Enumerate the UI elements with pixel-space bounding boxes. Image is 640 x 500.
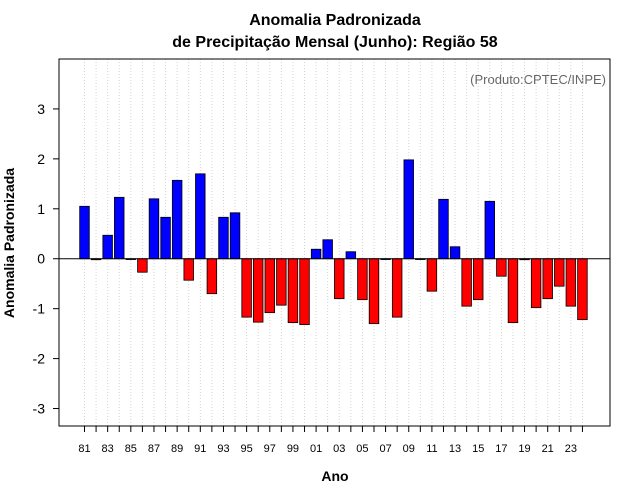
x-tick-label: 01 — [310, 443, 322, 455]
bar-96 — [252, 258, 264, 323]
bar-02 — [322, 239, 333, 260]
bar-12 — [438, 198, 449, 260]
bar-98 — [276, 258, 287, 306]
bar-23 — [565, 258, 577, 307]
y-axis: -3 -2 -1 0 1 2 3 — [33, 101, 59, 417]
bar-09 — [403, 159, 414, 260]
bars — [79, 159, 588, 326]
bar-89 — [171, 179, 183, 260]
gridlines — [84, 59, 583, 426]
bar-81 — [79, 205, 90, 260]
x-tick-label: 93 — [217, 443, 229, 455]
bar-11 — [426, 258, 438, 292]
bar-21 — [542, 258, 553, 300]
y-tick-label: 1 — [37, 201, 45, 217]
bar-17 — [496, 258, 507, 277]
x-tick-label: 09 — [403, 443, 415, 455]
bar-15 — [473, 258, 484, 301]
x-axis-label: Ano — [321, 468, 348, 484]
x-tick-label: 15 — [472, 443, 484, 455]
bar-22 — [554, 258, 565, 287]
bar-91 — [195, 173, 206, 260]
bar-93 — [218, 216, 229, 260]
x-tick-label: 03 — [333, 443, 345, 455]
bar-24 — [577, 258, 588, 321]
y-tick-label: 2 — [37, 151, 45, 167]
bar-03 — [334, 258, 345, 300]
x-tick-label: 97 — [264, 443, 276, 455]
bar-14 — [461, 258, 472, 307]
x-tick-label: 13 — [449, 443, 461, 455]
bar-83 — [102, 234, 113, 260]
y-axis-label: Anomalia Padronizada — [1, 168, 17, 318]
bar-04 — [345, 251, 357, 260]
x-tick-label: 99 — [287, 443, 299, 455]
bar-13 — [449, 246, 461, 260]
bar-94 — [229, 212, 241, 260]
y-tick-label: 3 — [37, 101, 45, 117]
bar-05 — [357, 258, 368, 301]
bar-95 — [241, 258, 252, 318]
bar-88 — [160, 216, 171, 260]
x-tick-label: 83 — [102, 443, 114, 455]
x-tick-label: 11 — [426, 443, 437, 455]
x-tick-label: 23 — [565, 443, 577, 455]
x-tick-label: 87 — [148, 443, 160, 455]
y-tick-label: -3 — [33, 401, 46, 417]
bar-06 — [368, 258, 380, 325]
bar-00 — [299, 258, 310, 326]
x-tick-label: 95 — [240, 443, 252, 455]
bar-87 — [148, 198, 160, 260]
bar-84 — [114, 196, 125, 260]
x-tick-label: 81 — [78, 443, 90, 455]
bar-08 — [391, 258, 403, 318]
bar-20 — [530, 258, 542, 309]
plot-frame — [58, 58, 611, 427]
x-tick-label: 19 — [518, 443, 530, 455]
chart-title: Anomalia Padronizada — [249, 12, 421, 29]
x-tick-label: 07 — [379, 443, 391, 455]
bar-99 — [287, 258, 299, 324]
bar-18 — [507, 258, 519, 324]
x-tick-label: 05 — [356, 443, 368, 455]
bar-97 — [264, 258, 275, 314]
bar-01 — [310, 248, 322, 260]
x-tick-label: 85 — [125, 443, 137, 455]
x-tick-label: 91 — [194, 443, 206, 455]
x-axis: 81 83 85 87 89 91 93 95 97 99 01 03 05 07 09 11 13 15 17 19… — [78, 426, 583, 455]
bar-86 — [137, 258, 148, 273]
credit-annotation: (Produto:CPTEC/INPE) — [470, 72, 606, 87]
y-tick-label: -2 — [33, 351, 46, 367]
bar-92 — [206, 258, 218, 295]
x-tick-label: 21 — [542, 443, 554, 455]
x-tick-label: 17 — [495, 443, 507, 455]
bar-90 — [183, 258, 194, 281]
y-tick-label: 0 — [37, 251, 45, 267]
x-tick-label: 89 — [171, 443, 183, 455]
y-tick-label: -1 — [33, 301, 46, 317]
bar-16 — [484, 200, 496, 260]
chart-subtitle: de Precipitação Mensal (Junho): Região 5… — [172, 34, 498, 51]
